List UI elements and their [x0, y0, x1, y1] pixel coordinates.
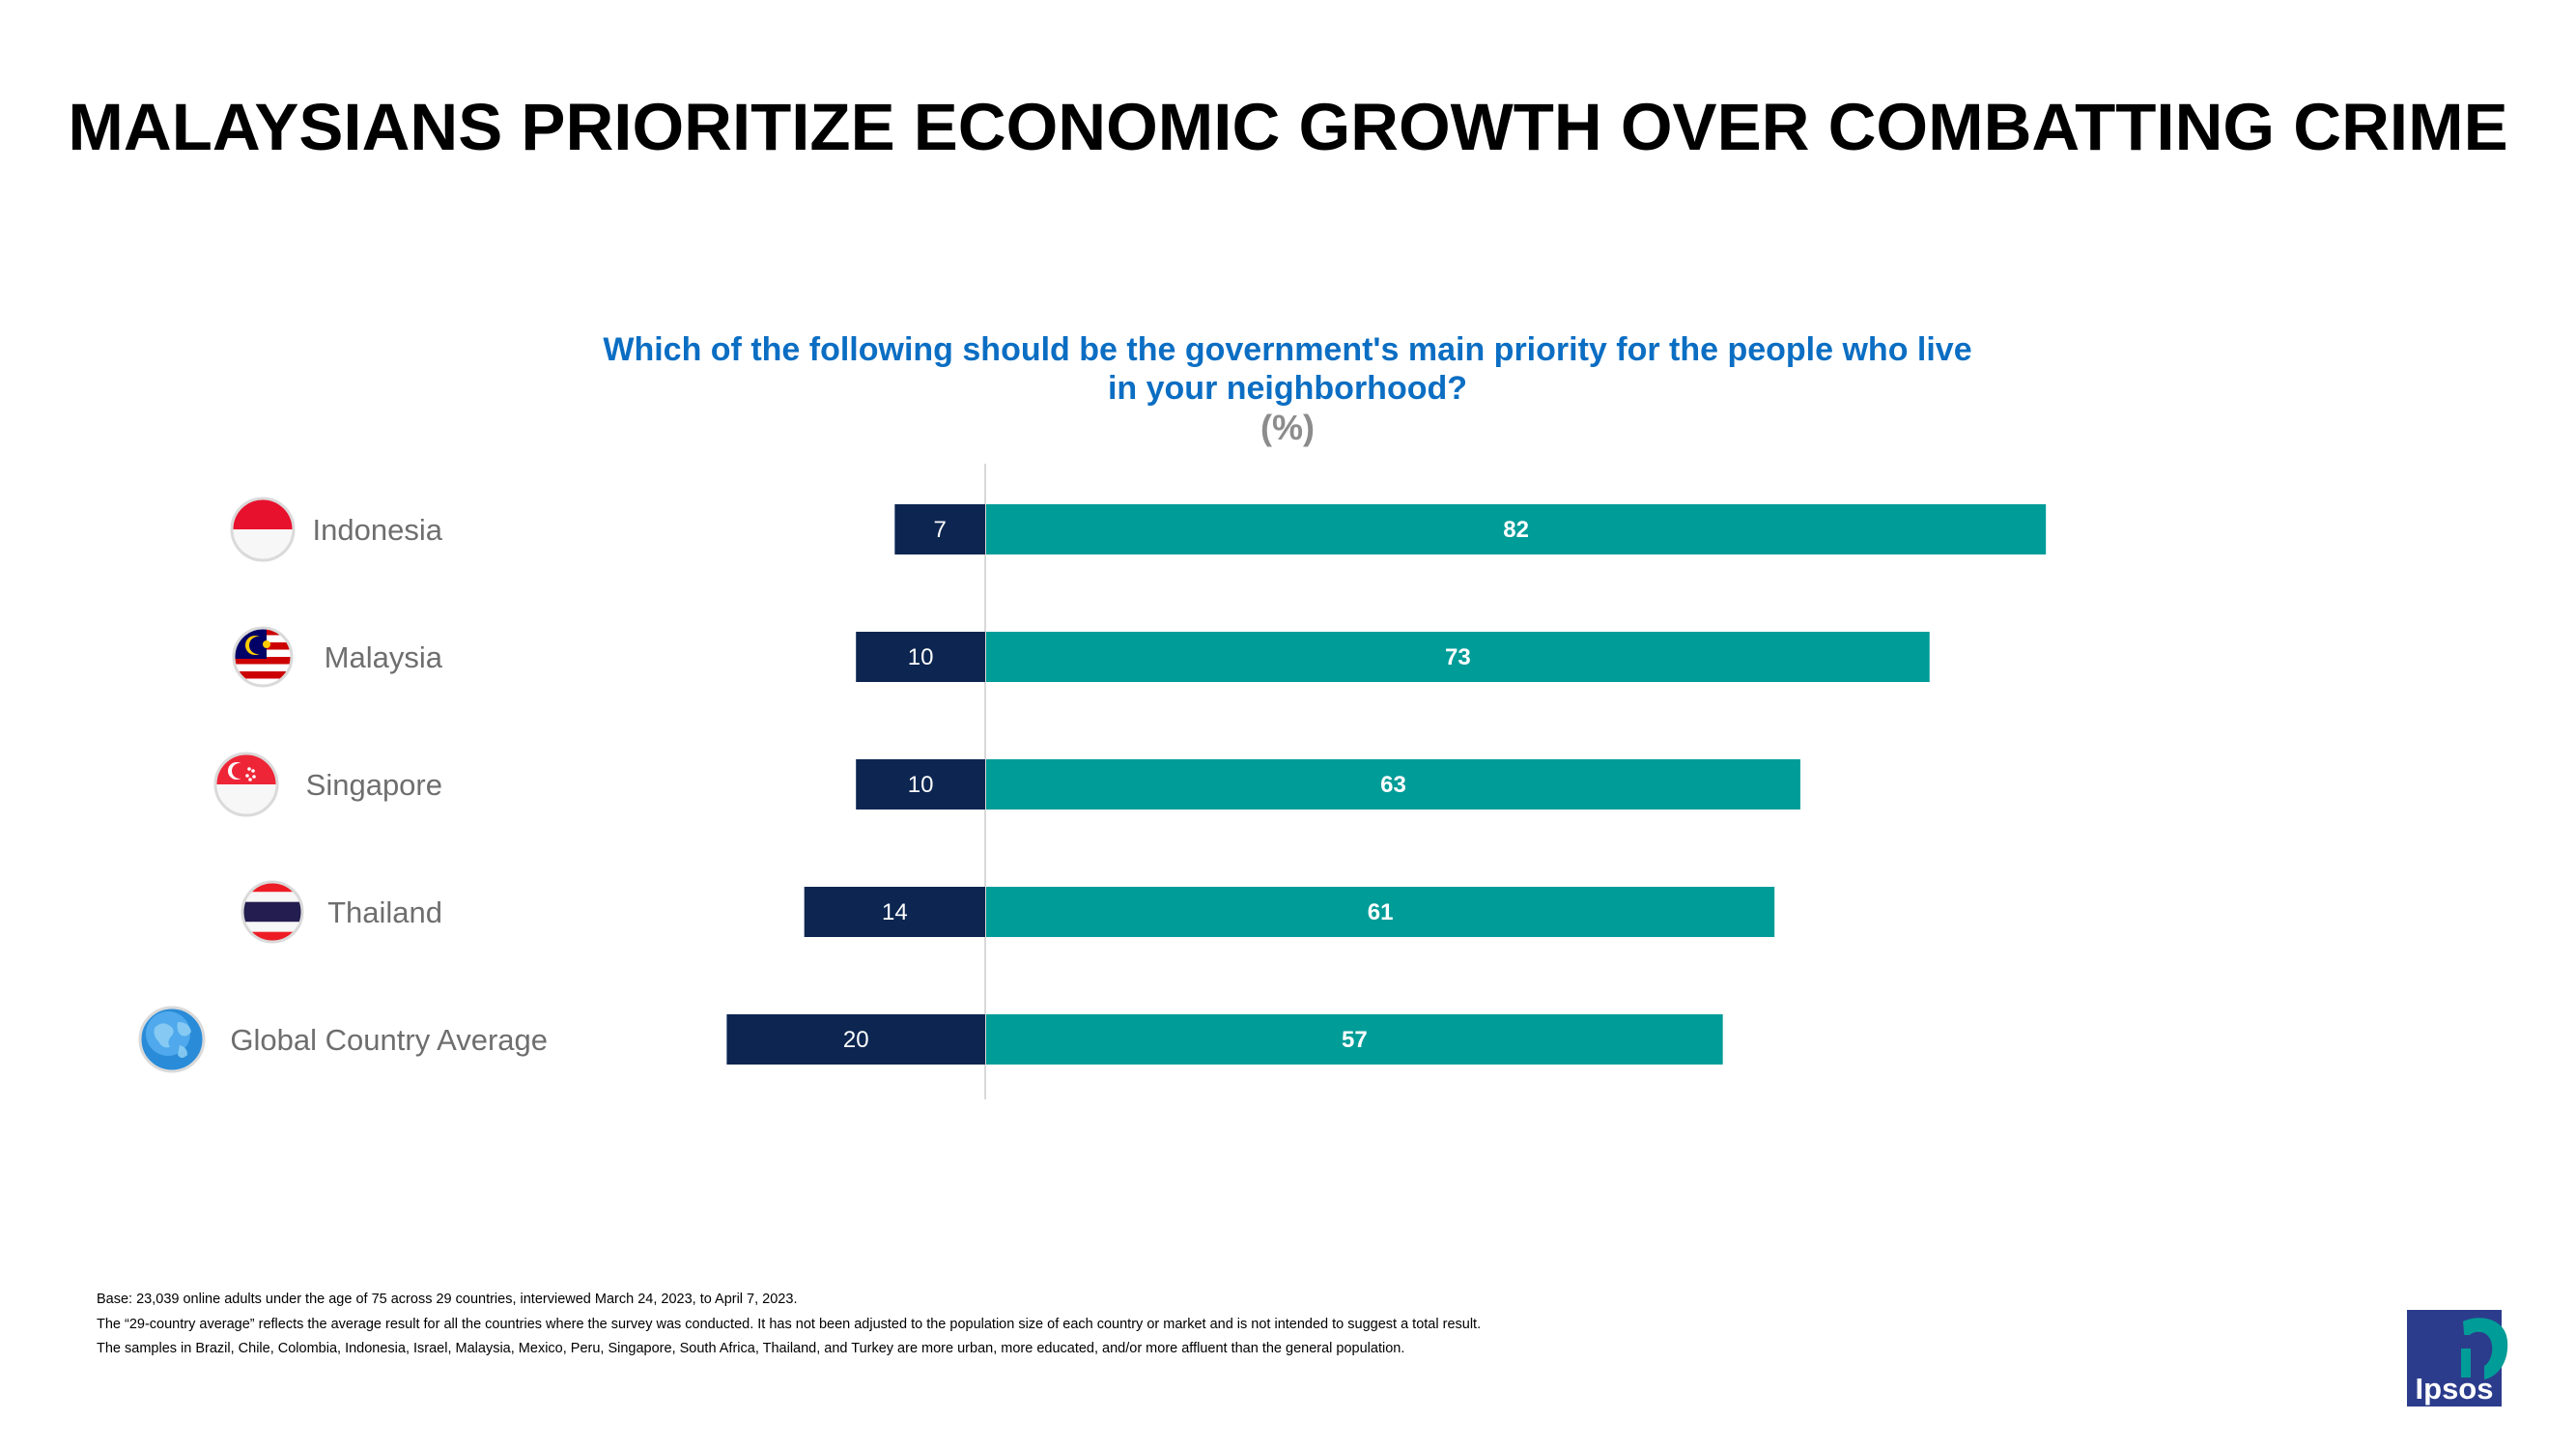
- value-label-right-global-country-average: 57: [1342, 1027, 1368, 1053]
- bar-left-singapore: [856, 759, 985, 810]
- globe-icon: [138, 1006, 206, 1073]
- bar-right-global-country-average: [986, 1014, 1723, 1065]
- bar-right-malaysia: [986, 632, 1930, 682]
- value-label-right-indonesia: 82: [1503, 517, 1529, 543]
- malaysia-flag-icon: [232, 626, 294, 688]
- value-label-right-singapore: 63: [1380, 772, 1406, 798]
- page-title: MALAYSIANS PRIORITIZE ECONOMIC GROWTH OV…: [68, 90, 2508, 164]
- bar-left-global-country-average: [726, 1014, 985, 1065]
- question-line-2: in your neighborhood?: [1107, 370, 1468, 407]
- value-label-left-malaysia: 10: [908, 644, 934, 670]
- category-label-malaysia: Malaysia: [325, 640, 443, 674]
- bar-right-singapore: [986, 759, 1800, 810]
- bar-right-thailand: [986, 887, 1775, 937]
- bar-left-malaysia: [856, 632, 985, 682]
- value-label-left-singapore: 10: [908, 772, 934, 798]
- footnotes: Base: 23,039 online adults under the age…: [97, 1288, 2318, 1362]
- category-label-singapore: Singapore: [306, 768, 442, 802]
- footnote-average: The “29-country average” reflects the av…: [97, 1316, 1482, 1332]
- category-label-global-country-average: Global Country Average: [230, 1023, 548, 1057]
- value-label-left-global-country-average: 20: [843, 1027, 869, 1053]
- logo-text: Ipsos: [2416, 1372, 2494, 1406]
- ipsos-logo: Ipsos: [2407, 1310, 2508, 1406]
- category-label-indonesia: Indonesia: [313, 513, 443, 547]
- thailand-flag-icon: [241, 880, 304, 944]
- value-label-left-indonesia: 7: [933, 517, 946, 543]
- bar-right-indonesia: [986, 504, 2047, 554]
- value-label-right-thailand: 61: [1368, 899, 1394, 925]
- category-label-thailand: Thailand: [327, 895, 442, 929]
- footnote-samples: The samples in Brazil, Chile, Colombia, …: [97, 1341, 1405, 1356]
- question-line-1: Which of the following should be the gov…: [603, 331, 1972, 368]
- footnote-base: Base: 23,039 online adults under the age…: [97, 1292, 798, 1307]
- value-label-left-thailand: 14: [882, 899, 908, 925]
- singapore-flag-icon: [213, 752, 279, 817]
- chart-question: Which of the following should be the gov…: [322, 330, 2253, 408]
- value-label-right-malaysia: 73: [1445, 644, 1471, 670]
- indonesia-flag-icon: [230, 497, 296, 562]
- bar-left-thailand: [804, 887, 985, 937]
- bar-left-indonesia: [894, 504, 985, 554]
- unit-label: (%): [1260, 408, 1315, 447]
